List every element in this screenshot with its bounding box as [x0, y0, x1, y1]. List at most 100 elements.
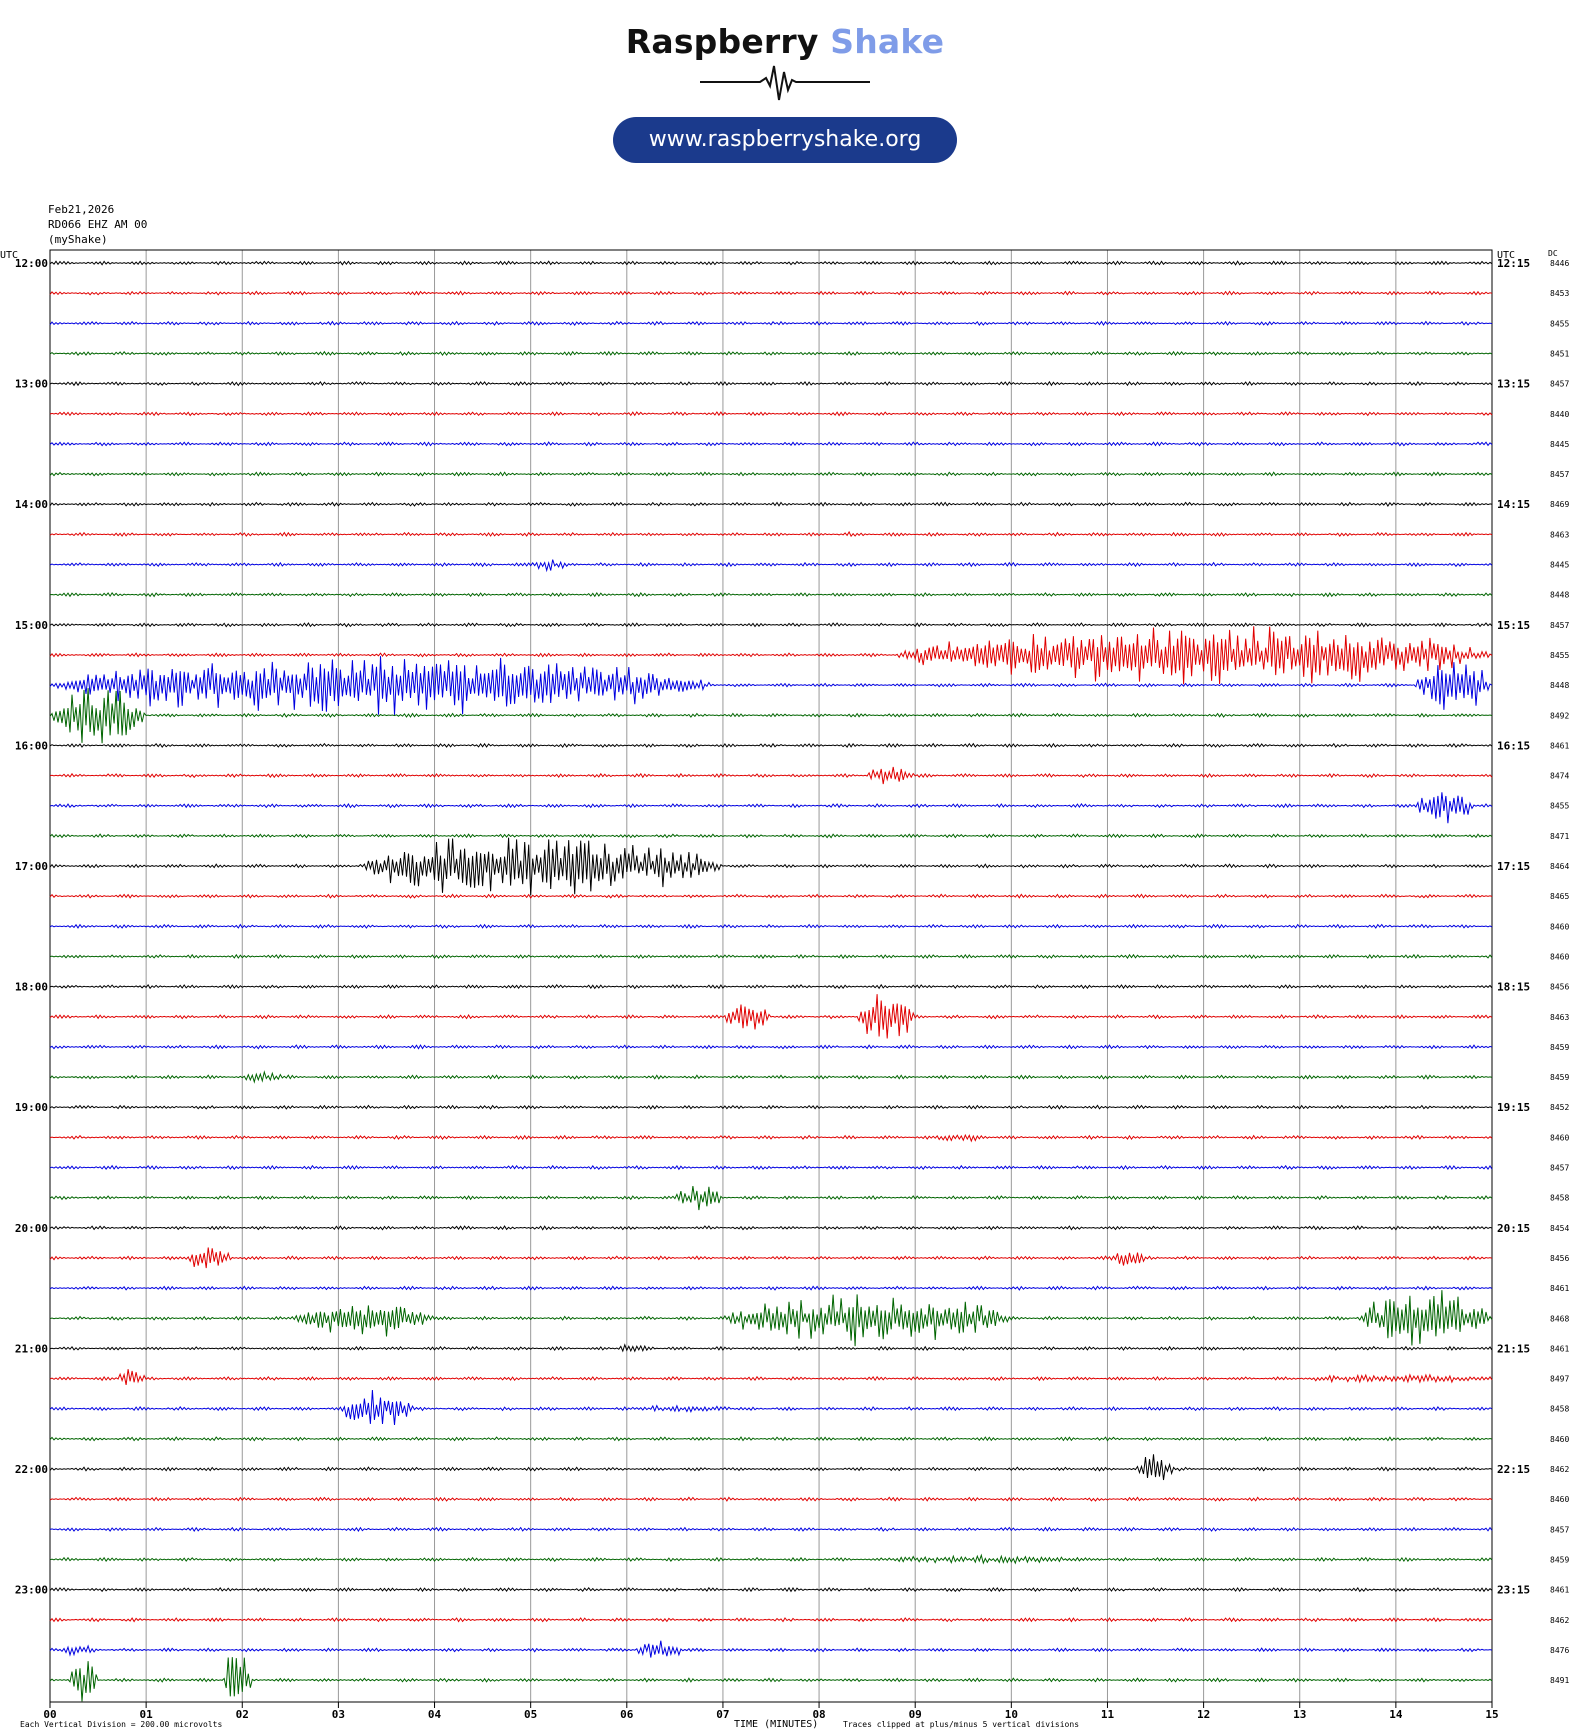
dc-offset-label: 8471: [1550, 832, 1569, 841]
dc-offset-label: 8460: [1550, 1495, 1569, 1504]
x-tick-label: 11: [1101, 1708, 1115, 1721]
seismic-trace: [49, 923, 1493, 929]
header-owner: (myShake): [48, 233, 108, 246]
seismic-trace: [49, 688, 1493, 744]
left-hour-label: 18:00: [15, 981, 48, 994]
x-tick-label: 04: [428, 1708, 442, 1721]
x-tick-label: 14: [1389, 1708, 1403, 1721]
seismic-trace: [49, 1586, 1493, 1593]
dc-offset-label: 8458: [1550, 1405, 1569, 1414]
left-utc-label: UTC: [0, 250, 18, 261]
right-hour-label: 17:15: [1497, 860, 1530, 873]
dc-offset-label: 8457: [1550, 621, 1569, 630]
seismic-wave-icon: [700, 65, 870, 101]
seismic-trace: [49, 742, 1493, 749]
dc-offset-label: 8457: [1550, 1525, 1569, 1534]
dc-offset-label: 8461: [1550, 1284, 1569, 1293]
dc-offset-label: 8459: [1550, 1043, 1569, 1052]
dc-offset-label: 8457: [1550, 470, 1569, 479]
seismic-trace: [49, 1186, 1493, 1211]
right-hour-label: 19:15: [1497, 1101, 1530, 1114]
dc-offset-label: 8460: [1550, 1133, 1569, 1142]
website-url-badge[interactable]: www.raspberryshake.org: [613, 117, 957, 163]
left-hour-label: 21:00: [15, 1342, 48, 1355]
x-axis-title: TIME (MINUTES): [734, 1719, 818, 1730]
right-hour-label: 22:15: [1497, 1463, 1530, 1476]
seismic-trace: [49, 530, 1493, 538]
dc-offset-label: 8460: [1550, 1435, 1569, 1444]
seismic-trace: [49, 1496, 1493, 1502]
seismic-trace: [49, 622, 1493, 628]
right-hour-label: 14:15: [1497, 498, 1530, 511]
dc-offset-label: 8460: [1550, 922, 1569, 931]
dc-offset-label: 8459: [1550, 1073, 1569, 1082]
left-hour-label: 14:00: [15, 498, 48, 511]
dc-offset-label: 8445: [1550, 440, 1569, 449]
dc-offset-label: 8476: [1550, 1646, 1569, 1655]
dc-offset-label: 8462: [1550, 1616, 1569, 1625]
dc-offset-label: 8451: [1550, 349, 1569, 358]
dc-offset-label: 8452: [1550, 1103, 1569, 1112]
dc-offset-label: 8469: [1550, 500, 1569, 509]
seismic-trace: [49, 471, 1493, 477]
seismic-trace: [49, 1133, 1493, 1143]
x-tick-label: 00: [43, 1708, 56, 1721]
seismic-trace: [49, 656, 1493, 715]
dc-offset-label: 8464: [1550, 862, 1569, 871]
x-tick-label: 12: [1197, 1708, 1210, 1721]
seismic-trace: [49, 411, 1493, 417]
seismic-trace: [49, 1070, 1493, 1084]
seismic-trace: [49, 626, 1493, 685]
header-date: Feb21,2026: [48, 203, 115, 216]
right-hour-label: 20:15: [1497, 1222, 1530, 1235]
dc-offset-label: 8453: [1550, 289, 1569, 298]
dc-offset-label: 8462: [1550, 1465, 1569, 1474]
seismic-trace: [49, 994, 1493, 1039]
dc-offset-label: 8456: [1550, 1254, 1569, 1263]
seismic-trace: [49, 290, 1493, 296]
x-tick-label: 13: [1293, 1708, 1306, 1721]
dc-offset-label: 8492: [1550, 711, 1569, 720]
left-hour-label: 15:00: [15, 619, 48, 632]
dc-offset-label: 8497: [1550, 1375, 1569, 1384]
seismic-trace: [49, 837, 1493, 896]
left-hour-label: 19:00: [15, 1101, 48, 1114]
seismic-trace: [49, 501, 1493, 507]
right-hour-label: 15:15: [1497, 619, 1530, 632]
dc-offset-label: 8465: [1550, 892, 1569, 901]
dc-offset-label: 8455: [1550, 319, 1569, 328]
seismic-trace: [49, 1389, 1493, 1425]
dc-offset-label: 8459: [1550, 1555, 1569, 1564]
dc-offset-label: 8461: [1550, 1586, 1569, 1595]
seismic-trace: [49, 1343, 1493, 1353]
right-hour-label: 13:15: [1497, 378, 1530, 391]
seismic-trace: [49, 380, 1493, 387]
right-hour-label: 16:15: [1497, 739, 1530, 752]
x-tick-label: 03: [332, 1708, 345, 1721]
left-hour-label: 23:00: [15, 1584, 48, 1597]
trace-group: [49, 260, 1493, 1702]
footer-clip-note: Traces clipped at plus/minus 5 vertical …: [843, 1720, 1079, 1729]
seismic-trace: [49, 260, 1493, 266]
seismic-trace: [49, 350, 1493, 357]
seismic-trace: [49, 983, 1493, 990]
dc-offset-label: 8454: [1550, 1224, 1569, 1233]
right-utc-label: UTC: [1497, 250, 1515, 261]
seismic-trace: [49, 893, 1493, 899]
x-tick-label: 07: [716, 1708, 729, 1721]
left-hour-label: 20:00: [15, 1222, 48, 1235]
dc-offset-label: 8461: [1550, 741, 1569, 750]
seismic-trace: [49, 792, 1493, 824]
dc-offset-label: 8474: [1550, 772, 1569, 781]
seismic-trace: [49, 1526, 1493, 1532]
dc-offset-label: 8445: [1550, 561, 1569, 570]
dc-offset-label: 8460: [1550, 952, 1569, 961]
left-hour-label: 12:00: [15, 257, 48, 270]
dc-header-label: DC: [1548, 249, 1558, 258]
x-tick-label: 10: [1005, 1708, 1018, 1721]
seismic-trace: [49, 1617, 1493, 1623]
x-tick-label: 06: [620, 1708, 634, 1721]
seismic-trace: [49, 320, 1493, 326]
seismic-trace: [49, 1104, 1493, 1110]
